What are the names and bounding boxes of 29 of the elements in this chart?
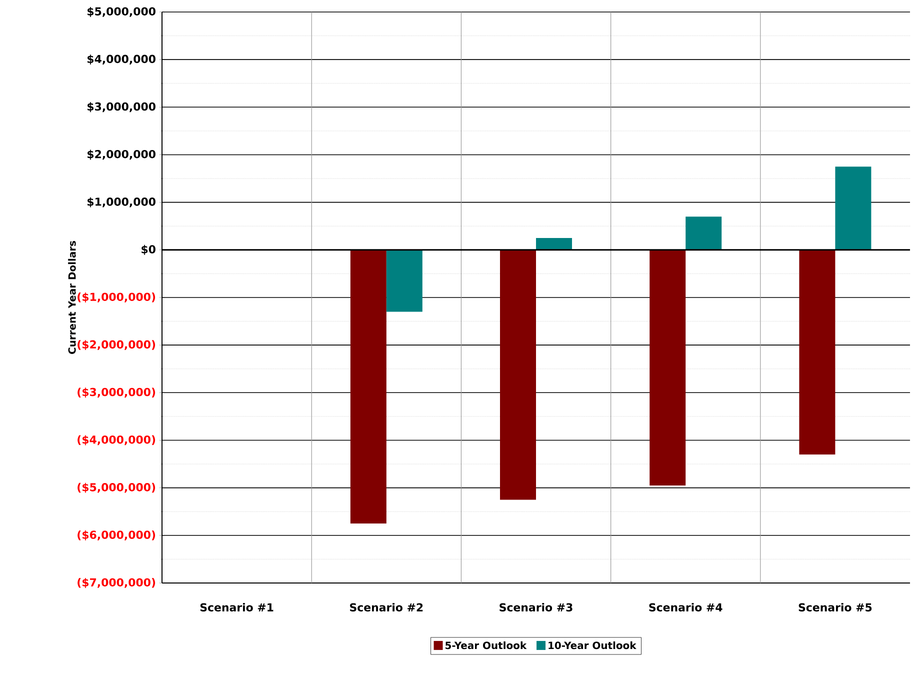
- bar: [799, 250, 836, 455]
- y-tick-label: $5,000,000: [88, 7, 156, 17]
- x-tick-label: Scenario #2: [350, 603, 423, 612]
- bar: [350, 250, 386, 524]
- y-tick-label: ($4,000,000): [78, 435, 156, 446]
- y-axis-title: Current Year Dollars: [68, 240, 76, 354]
- y-tick-label: ($6,000,000): [78, 530, 156, 540]
- y-tick-label: ($5,000,000): [78, 482, 156, 493]
- y-tick-label: $0: [142, 244, 156, 255]
- bar: [686, 216, 722, 250]
- y-tick-label: $1,000,000: [88, 197, 156, 208]
- bar: [536, 238, 572, 250]
- y-tick-label: $2,000,000: [88, 150, 156, 160]
- y-tick-label: $4,000,000: [88, 54, 156, 65]
- x-tick-label: Scenario #4: [649, 603, 722, 612]
- x-tick-label: Scenario #5: [798, 603, 872, 612]
- bar: [650, 250, 686, 486]
- x-tick-label: Scenario #1: [200, 603, 274, 612]
- x-tick-label: Scenario #3: [500, 603, 572, 612]
- y-tick-label: ($3,000,000): [78, 388, 156, 398]
- legend-label: 10-Year Outlook: [548, 641, 636, 650]
- bar: [835, 166, 872, 250]
- y-tick-label: ($2,000,000): [78, 340, 156, 350]
- bar: [386, 250, 422, 312]
- y-tick-label: $3,000,000: [88, 102, 156, 112]
- legend-label: 5-Year Outlook: [446, 641, 527, 650]
- y-tick-label: ($7,000,000): [78, 578, 156, 588]
- bar: [500, 250, 536, 500]
- y-tick-label: ($1,000,000): [78, 292, 156, 302]
